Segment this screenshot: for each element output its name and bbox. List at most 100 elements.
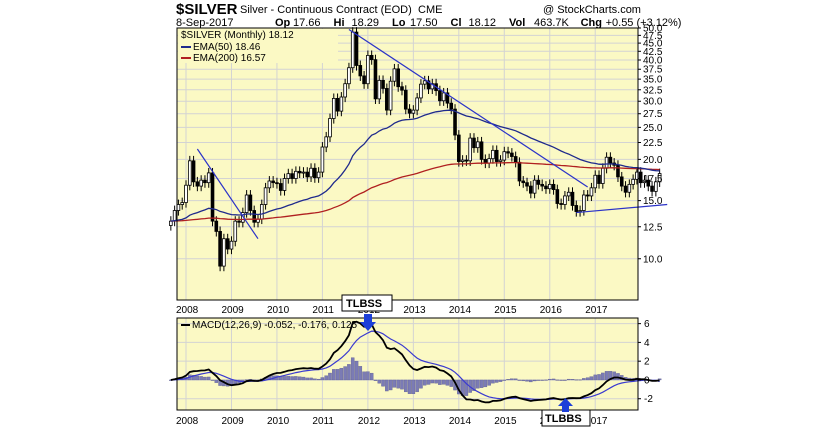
candle-up [547,183,552,190]
histogram-bar [525,379,529,382]
candle-up [601,167,605,184]
histogram-bar [430,379,435,384]
candle-up [282,178,287,191]
candle-up [222,238,226,267]
candle-down [358,65,363,77]
macd-y-axis: 6 4 2 0 -2 [638,319,653,405]
histogram-bar [479,379,484,388]
candle-down [305,171,310,178]
candle-down [214,220,219,232]
y-tick-label: 22.5 [643,138,663,149]
histogram-bar [411,379,416,395]
quote-value: 17.66 [293,17,321,29]
histogram-bar [297,376,302,381]
histogram-bar [422,379,427,386]
candle-up [350,31,355,69]
candle-down [248,194,253,211]
y-tick-label: 10.0 [643,254,663,265]
candle-down [203,179,207,184]
histogram-bar [385,379,389,392]
candle-down [445,92,450,104]
histogram-bar [566,378,571,381]
candle-down [540,183,544,187]
candle-down [517,161,522,182]
histogram-bar [574,379,579,381]
candle-up [343,83,347,98]
candle-up [627,183,632,193]
candle-up [582,194,586,211]
candle-up [169,220,173,226]
tlbss-annotation: TLBSS [341,294,393,331]
histogram-bar [286,375,291,381]
histogram-bar [434,379,438,384]
histogram-bar [301,376,306,381]
histogram-bar [487,379,491,386]
candle-down [335,98,340,112]
candle-down [555,189,560,204]
quote-date: 8-Sep-2017 [176,17,234,29]
candle-down [650,185,654,192]
x-tick-label: 2012 [358,416,381,427]
histogram-bar [419,379,423,389]
candle-down [385,88,389,111]
candle-down [457,134,461,162]
histogram-bar [593,374,597,381]
candle-down [195,181,200,187]
histogram-bar [491,379,495,384]
candle-down [438,90,442,102]
y-tick-label: 47.5 [643,31,663,42]
tlbss-arrow-icon [360,314,376,331]
histogram-bar [388,379,393,391]
chart-name: Silver - Continuous Contract (EOD) [240,4,412,16]
y-tick-label: 2 [644,357,650,368]
x-tick-label: 2017 [585,305,608,316]
histogram-bar [563,379,567,381]
candle-up [286,173,291,179]
histogram-bar [362,371,366,381]
histogram-bar [657,378,662,381]
histogram-bar [335,369,340,381]
histogram-bar [373,379,378,381]
tlbbs-annotation: TLBBS [541,398,591,427]
histogram-bar [589,376,594,381]
tlbss-box [341,294,393,312]
candle-down [513,156,518,163]
histogram-bar [377,379,381,384]
x-tick-label: 2011 [312,416,334,427]
quote-value: 463.7K [534,17,570,29]
candle-up [654,181,658,192]
candle-up [388,80,393,111]
candle-up [589,187,594,197]
candle-down [225,238,230,250]
macd-panel: 6 4 2 0 -2 MACD(12,26,9) -0.052, -0.176, 0.1… [169,317,662,411]
candle-down [551,183,556,190]
histogram-bar [540,379,544,381]
candle-up [301,171,306,174]
x-tick-label: 2013 [403,305,426,316]
histogram-bar [396,379,400,389]
histogram-bar [483,379,488,388]
tlbbs-label: TLBBS [545,413,582,425]
ema50-line [170,109,660,222]
candle-up [392,68,397,82]
histogram-bar [604,371,609,381]
histogram-bar [551,378,556,381]
quote-row: Op 17.66 Hi 18.29 Lo 17.50 Cl 18.12 Vol 463.7K Chg… [275,17,681,29]
histogram-bar [415,379,419,393]
histogram-bar [506,379,510,381]
candle-down [407,108,412,114]
candle-down [521,180,526,184]
histogram-bar [517,379,522,381]
histogram-bar [309,377,313,381]
tlbss-label: TLBSS [346,298,382,310]
histogram-bar [316,378,321,381]
histogram-bar [510,378,514,381]
histogram-bar [404,379,408,393]
candle-down [369,55,374,61]
x-tick-label: 2010 [267,416,290,427]
histogram-bar [582,378,586,381]
x-tick-label: 2008 [176,305,199,316]
histogram-bar [513,378,518,381]
legend-macd: MACD(12,26,9) -0.052, -0.176, 0.125 [192,320,358,331]
candle-down [453,108,457,136]
